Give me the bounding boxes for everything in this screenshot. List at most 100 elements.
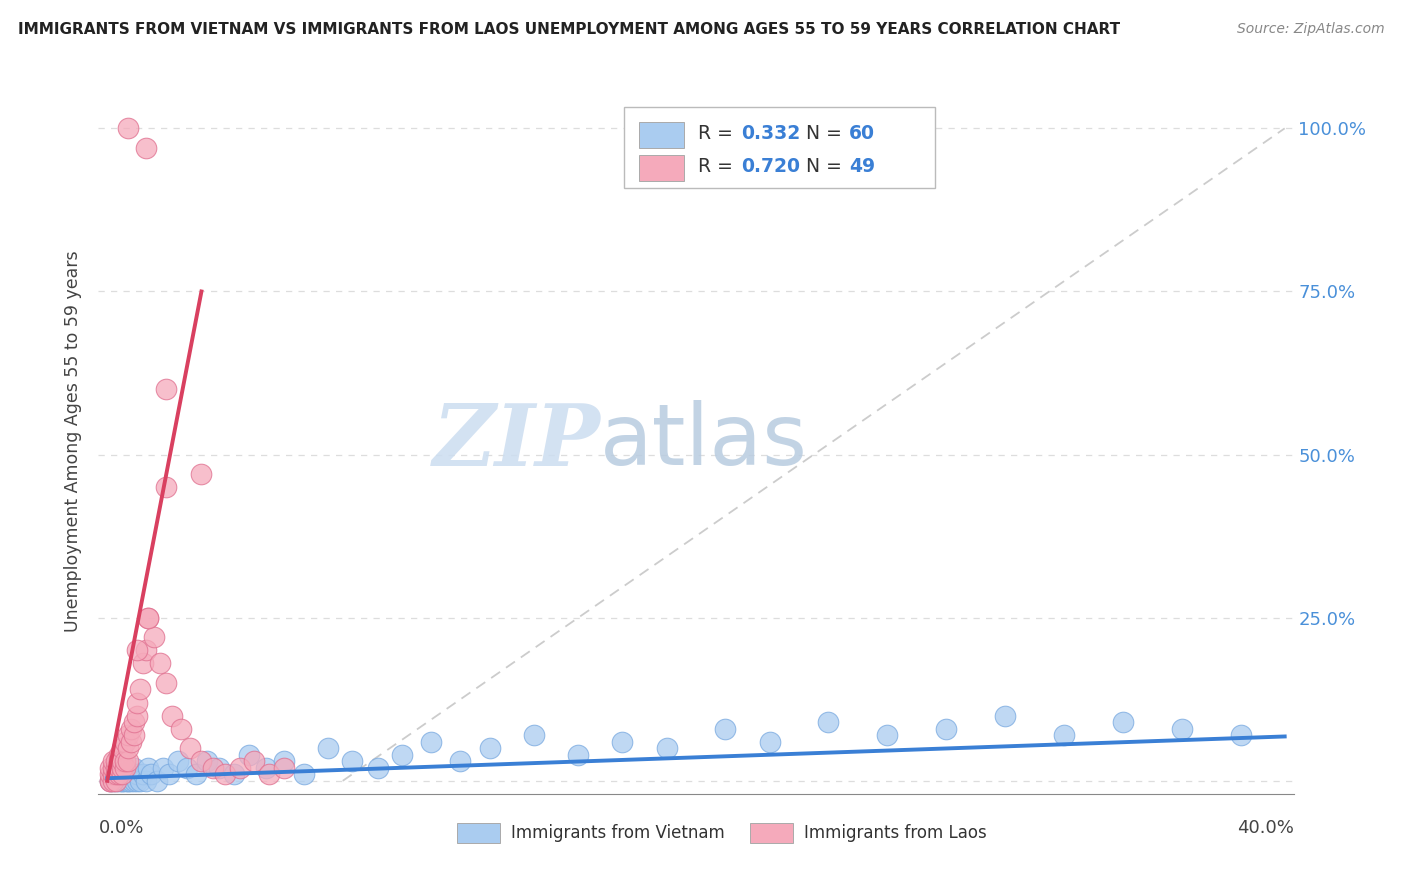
Point (111, 767, 134, 781)
Point (120, 773, 142, 788)
Point (208, 761, 231, 775)
Point (114, 761, 136, 775)
Point (101, 754, 124, 768)
FancyBboxPatch shape (749, 823, 793, 843)
Point (101, 773, 124, 788)
Point (114, 754, 136, 768)
Point (149, 657, 172, 671)
Point (273, 761, 295, 775)
Point (101, 761, 124, 775)
Point (125, 708, 148, 723)
Point (105, 773, 128, 788)
Point (817, 715, 839, 730)
Point (108, 767, 131, 781)
Point (111, 773, 134, 788)
Point (98, 773, 121, 788)
Point (108, 747, 131, 762)
Point (105, 754, 128, 768)
FancyBboxPatch shape (457, 823, 501, 843)
Point (134, 643, 156, 657)
Point (143, 630, 166, 644)
Point (450, 754, 472, 768)
Text: N =: N = (806, 124, 842, 143)
Point (122, 715, 145, 730)
Point (117, 741, 139, 756)
Point (134, 141, 156, 155)
Point (141, 767, 163, 781)
Point (120, 722, 142, 736)
Point (146, 773, 169, 788)
Point (128, 773, 150, 788)
Point (108, 754, 131, 768)
Point (876, 728, 898, 742)
Point (238, 747, 260, 762)
FancyBboxPatch shape (638, 122, 685, 148)
Point (655, 741, 678, 756)
Point (122, 773, 145, 788)
Y-axis label: Unemployment Among Ages 55 to 59 years: Unemployment Among Ages 55 to 59 years (65, 251, 83, 632)
Point (340, 754, 363, 768)
Point (420, 734, 443, 748)
Point (120, 734, 142, 748)
Point (243, 754, 266, 768)
Point (994, 708, 1017, 723)
Point (294, 767, 316, 781)
Text: Immigrants from Vietnam: Immigrants from Vietnam (510, 824, 724, 842)
Point (152, 761, 174, 775)
Point (114, 773, 136, 788)
Point (111, 773, 134, 788)
Point (1053, 728, 1076, 742)
Point (128, 682, 150, 697)
Text: ZIP: ZIP (433, 400, 600, 483)
Point (108, 773, 131, 788)
Point (935, 722, 957, 736)
Point (1170, 722, 1192, 736)
Text: R =: R = (699, 157, 740, 177)
Point (105, 767, 128, 781)
Point (98, 767, 121, 781)
Point (120, 767, 142, 781)
Point (170, 722, 193, 736)
Text: 0.720: 0.720 (741, 157, 800, 177)
Point (157, 767, 180, 781)
Point (567, 747, 589, 762)
Point (114, 761, 136, 775)
Point (111, 741, 134, 756)
Point (523, 728, 546, 742)
Point (105, 761, 128, 775)
Point (117, 767, 139, 781)
Point (101, 767, 124, 781)
Point (125, 696, 148, 710)
Point (101, 767, 124, 781)
Text: R =: R = (699, 124, 740, 143)
Point (117, 121, 139, 136)
Text: atlas: atlas (600, 400, 808, 483)
Point (117, 773, 139, 788)
Point (391, 747, 413, 762)
Point (316, 741, 339, 756)
Point (176, 761, 198, 775)
Point (367, 761, 389, 775)
Point (155, 676, 177, 690)
Point (125, 643, 148, 657)
Text: 60: 60 (849, 124, 875, 143)
Point (155, 480, 177, 494)
Point (758, 734, 780, 748)
Text: 0.332: 0.332 (741, 124, 800, 143)
FancyBboxPatch shape (638, 155, 685, 181)
Text: Source: ZipAtlas.com: Source: ZipAtlas.com (1237, 22, 1385, 37)
Point (254, 761, 277, 775)
Text: 0.0%: 0.0% (98, 819, 143, 837)
Point (111, 761, 134, 775)
Point (273, 754, 295, 768)
Point (714, 722, 737, 736)
Point (98, 773, 121, 788)
Point (98, 761, 121, 775)
Point (117, 773, 139, 788)
Point (122, 761, 145, 775)
Point (190, 754, 212, 768)
FancyBboxPatch shape (624, 107, 935, 188)
Point (612, 734, 634, 748)
Point (190, 467, 212, 482)
Point (195, 754, 218, 768)
